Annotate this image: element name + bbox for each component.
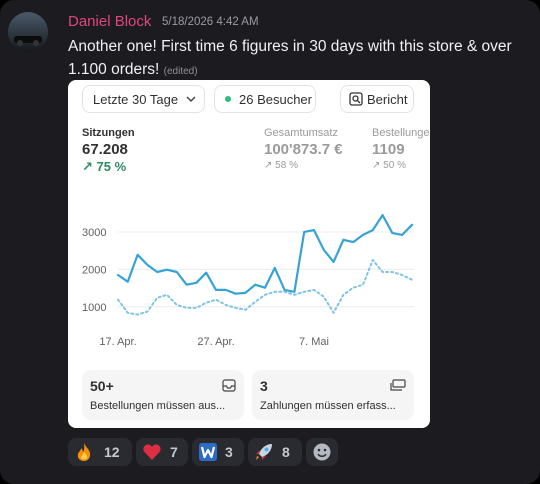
reaction-count: 8 <box>282 444 290 460</box>
task-card[interactable]: 3 Zahlungen müssen erfass... <box>252 370 414 420</box>
metric-label: Bestellungen <box>372 127 430 139</box>
metric-value: 1109 <box>372 141 405 158</box>
y-tick-label: 2000 <box>82 264 106 276</box>
sessions-chart: 1000 2000 3000 17. Apr. 27. Apr. 7. Mai <box>82 214 414 348</box>
metric-change-value: 50 % <box>383 160 406 171</box>
timestamp: 5/18/2026 4:42 AM <box>162 16 259 28</box>
message-text: Another one! First time 6 figures in 30 … <box>68 35 520 83</box>
x-tick-label: 27. Apr. <box>197 336 234 348</box>
reaction[interactable]: 8 <box>248 438 302 466</box>
x-tick-label: 17. Apr. <box>99 336 136 348</box>
card-value: 50+ <box>90 378 114 394</box>
reaction[interactable]: 3 <box>192 438 244 466</box>
heart-emoji <box>143 444 161 460</box>
card-text: Bestellungen müssen aus... <box>90 400 226 412</box>
visitors-button: 26 Besucher <box>214 85 316 113</box>
metric-label: Sitzungen <box>82 127 135 139</box>
metric-value: 67.208 <box>82 141 128 158</box>
card-value: 3 <box>260 378 268 394</box>
report-button: Bericht <box>340 85 414 113</box>
reaction[interactable]: 12 <box>68 438 132 466</box>
range-dropdown: Letzte 30 Tage <box>82 85 205 113</box>
x-tick-label: 7. Mai <box>299 336 329 348</box>
metric-change: ↗ 50 % <box>372 160 406 171</box>
range-label: Letzte 30 Tage <box>93 91 179 107</box>
report-label: Bericht <box>367 91 408 107</box>
author[interactable]: Daniel Block <box>68 13 152 30</box>
metric-change: ↗ 58 % <box>264 160 298 171</box>
visitors-label: 26 Besucher <box>239 91 312 107</box>
reaction[interactable]: 7 <box>136 438 188 466</box>
inbox-icon <box>222 379 236 392</box>
avatar[interactable] <box>8 12 48 52</box>
fire-emoji <box>77 443 91 461</box>
edited-tag: (edited) <box>163 66 198 77</box>
embed-image[interactable]: Letzte 30 Tage 26 Besucher Bericht Sitzu… <box>68 80 430 428</box>
metric-value: 100'873.7 € <box>264 141 343 158</box>
reaction-count: 12 <box>104 444 120 460</box>
series-line <box>117 259 413 316</box>
metric-change-value: 75 % <box>96 159 127 174</box>
series-line <box>116 214 414 295</box>
report-icon <box>349 92 363 106</box>
card-text: Zahlungen müssen erfass... <box>260 400 396 412</box>
live-dot <box>225 96 231 102</box>
message-body: Another one! First time 6 figures in 30 … <box>68 38 512 78</box>
money-icon <box>390 379 406 391</box>
word-emoji <box>199 443 217 461</box>
y-tick-label: 1000 <box>82 302 106 314</box>
metric-change: ↗ 75 % <box>82 159 127 174</box>
smiley-icon <box>313 443 331 461</box>
rocket-emoji <box>256 444 272 460</box>
reaction-count: 7 <box>170 444 178 460</box>
reaction-count: 3 <box>225 444 233 460</box>
chevron <box>186 96 196 103</box>
y-tick-label: 3000 <box>82 227 106 239</box>
task-card[interactable]: 50+ Bestellungen müssen aus... <box>82 370 244 420</box>
add-reaction[interactable] <box>306 438 338 466</box>
metric-label: Gesamtumsatz <box>264 127 338 139</box>
metric-change-value: 58 % <box>275 160 298 171</box>
